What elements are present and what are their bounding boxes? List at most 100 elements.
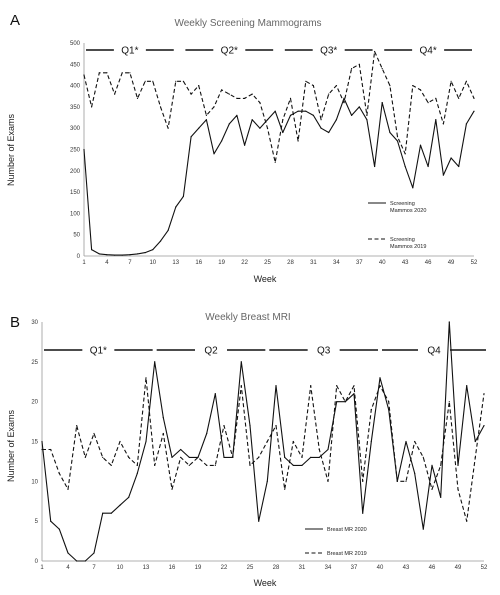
- panel-a-series-1-point: [297, 110, 299, 112]
- panel-a-series-2-point: [182, 80, 184, 82]
- panel-b-x-tick-label: 31: [299, 565, 306, 571]
- panel-a-x-tick-label: 10: [149, 260, 156, 266]
- panel-a-x-tick-label: 31: [310, 260, 317, 266]
- panel-b-series-2-point: [188, 464, 190, 466]
- panel-a-quarter-label-bg: [213, 42, 246, 58]
- panel-b-series-2-point: [110, 464, 112, 466]
- panel-a-series-1-point: [175, 206, 177, 208]
- panel-b-series-2-point: [483, 393, 485, 395]
- panel-b-series-1-point: [162, 417, 164, 419]
- panel-a-series-1-point: [366, 119, 368, 121]
- panel-a-series-2-point: [312, 85, 314, 87]
- panel-b-series-2-point: [41, 448, 43, 451]
- panel-a-series-1-point: [136, 253, 139, 255]
- panel-a-y-tick-label: 200: [70, 169, 81, 175]
- panel-a-series-1-point: [320, 127, 322, 129]
- panel-a-series-1-point: [205, 119, 207, 121]
- panel-a-series-1-point: [152, 249, 154, 251]
- panel-b-x-tick-label: 28: [273, 565, 280, 571]
- panel-a-series-1-point: [221, 140, 223, 142]
- panel-a-series-2-point: [404, 153, 406, 155]
- panel-a-series-2-point: [167, 127, 169, 129]
- panel-a-quarter-label: Q4*: [420, 46, 437, 57]
- panel-b-series-2-point: [353, 385, 355, 387]
- panel-a-y-tick-label: 400: [70, 84, 81, 90]
- panel-a-series-1-point: [83, 148, 85, 151]
- panel-b-series-2-point: [223, 425, 225, 427]
- panel-a-series-1-point: [190, 136, 192, 138]
- panel-a-series-1-point: [213, 153, 215, 155]
- panel-b-series-2-point: [249, 464, 251, 466]
- panel-a-series-1-point: [114, 254, 116, 256]
- panel-b-quarter-label-bg: [418, 342, 450, 358]
- panel-a-x-tick-label: 13: [172, 260, 179, 266]
- panel-b-series-1-point: [223, 456, 225, 458]
- panel-b-series-2-point: [388, 401, 390, 403]
- panel-a-series-2-point: [335, 85, 337, 87]
- panel-a-series-1-point: [167, 229, 169, 231]
- panel-b-series-1-point: [266, 480, 268, 482]
- panel-a-series-2-point: [381, 68, 383, 70]
- panel-a-series-2-point: [320, 119, 322, 121]
- panel-b-series-1-point: [67, 552, 69, 554]
- panel-b-series-1-point: [301, 464, 303, 466]
- panel-a-series-1-point: [450, 157, 452, 159]
- panel-b-series-2-point: [240, 385, 242, 387]
- panel-b-x-tick-label: 19: [195, 565, 202, 571]
- panel-b-series-1-point: [422, 528, 424, 530]
- panel-a-series-1-point: [335, 119, 337, 121]
- panel-a-series-2-point: [458, 97, 460, 99]
- panel-a-series-1-point: [328, 131, 330, 134]
- panel-a-series-2-point: [351, 68, 353, 70]
- panel-b-series-1-point: [448, 321, 450, 323]
- panel-b-x-tick-label: 34: [325, 565, 332, 571]
- panel-b-series-1-point: [336, 401, 338, 403]
- panel-b-series-1-point: [58, 528, 60, 530]
- panel-b-series-2-point: [474, 456, 476, 458]
- panel-b-series-1-point: [310, 456, 312, 458]
- panel-a-series-1-point: [305, 110, 307, 112]
- panel-b-series-2-point: [370, 409, 372, 411]
- panel-b-x-tick-label: 43: [403, 565, 410, 571]
- panel-a-x-tick-label: 37: [356, 260, 363, 266]
- panel-a-series-1-point: [274, 110, 276, 112]
- panel-b-series-line-2: [42, 377, 485, 522]
- panel-a-series-1-point: [98, 253, 100, 255]
- panel-a-series-1-point: [442, 174, 444, 176]
- panel-a-ylabel: Number of Exams: [6, 113, 16, 186]
- panel-a-series-2-point: [136, 97, 139, 99]
- panel-a-legend-label-2-line2: Mammos 2019: [390, 244, 426, 250]
- panel-a-x-tick-label: 43: [402, 260, 409, 266]
- panel-b-series-2-point: [379, 385, 381, 387]
- panel-b-series-1-point: [136, 472, 138, 474]
- panel-b-xlabel: Week: [254, 578, 277, 588]
- panel-a-series-1-point: [396, 140, 399, 142]
- panel-a-x-tick-label: 4: [105, 260, 109, 266]
- panel-a-x-tick-label: 22: [241, 260, 248, 266]
- panel-b-series-2-point: [50, 448, 52, 451]
- panel-b-series-1-point: [206, 432, 208, 435]
- panel-b-series-1-point: [76, 560, 78, 562]
- panel-b-series-2-point: [180, 456, 182, 458]
- panel-b-series-1-point: [318, 456, 320, 458]
- panel-a-series-2-point: [343, 102, 345, 104]
- panel-a-series-2-point: [144, 80, 146, 82]
- panel-a-series-1-point: [458, 165, 460, 168]
- panel-a-series-2-point: [83, 74, 85, 76]
- panel-b-x-tick-label: 22: [221, 565, 228, 571]
- panel-b-series-1-point: [379, 377, 381, 379]
- panel-a-quarter-label-bg: [412, 42, 445, 58]
- panel-a-series-1-point: [343, 97, 345, 99]
- panel-b-series-2-point: [128, 456, 130, 458]
- panel-a-series-2-point: [266, 127, 269, 129]
- panel-b-series-2-point: [162, 432, 164, 435]
- panel-a-x-tick-label: 28: [287, 260, 294, 266]
- panel-b-series-2-point: [405, 480, 407, 482]
- panel-a-legend-label-1-line2: Mammos 2020: [390, 208, 426, 214]
- panel-b-series-2-point: [76, 425, 78, 427]
- panel-a-series-1-point: [106, 254, 108, 256]
- panel-b-series-1-point: [180, 448, 182, 451]
- panel-a-series-2-point: [297, 140, 299, 142]
- panel-b-series-1-point: [110, 512, 112, 514]
